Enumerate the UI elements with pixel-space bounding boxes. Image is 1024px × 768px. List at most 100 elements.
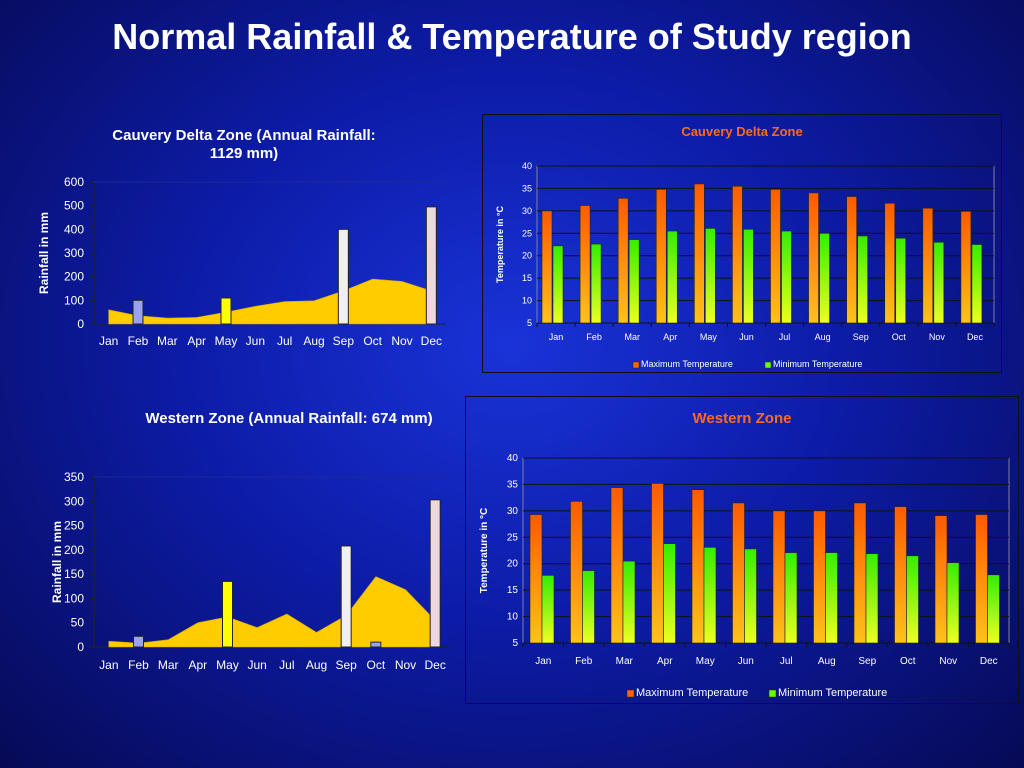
rain-western_rainfall-ytick-350: 350 (64, 470, 84, 484)
rain-cauvery_rainfall-ylabel: Rainfall in mm (37, 212, 51, 294)
rain-western_rainfall-ytick-100: 100 (64, 591, 84, 605)
temp-western_temperature-xlabel-jan: Jan (535, 656, 551, 667)
rain-cauvery_rainfall-xlabel-may: May (215, 334, 238, 348)
temp-western_temperature-bar-maximum-temperature-jul (772, 510, 786, 644)
rain-cauvery_rainfall-bar-dec (425, 206, 437, 325)
rain-cauvery_rainfall-area (108, 278, 432, 325)
temp-western_temperature-ytick-35: 35 (507, 479, 519, 490)
rain-western_rainfall-xlabel-jul: Jul (279, 658, 294, 672)
temp-cauvery_temperature-xlabel-jun: Jun (739, 332, 754, 342)
temp-western_temperature-bar-minimum-temperature-jun (744, 548, 757, 644)
temp-cauvery_temperature-legend-swatch-maximum-temperature (632, 361, 640, 369)
temp-cauvery_temperature-ylabel: Temperature in °C (495, 206, 505, 283)
temp-cauvery_temperature-xlabel-mar: Mar (624, 332, 640, 342)
rain-cauvery_rainfall-ytick-0: 0 (77, 317, 84, 331)
temp-cauvery_temperature-ytick-10: 10 (522, 296, 532, 306)
rain-cauvery_rainfall-ytick-300: 300 (64, 246, 84, 260)
temp-cauvery_temperature-bar-maximum-temperature-nov (922, 207, 934, 324)
temp-western_temperature-bar-maximum-temperature-oct (894, 506, 907, 644)
temp-cauvery_temperature-bar-maximum-temperature-feb (579, 205, 591, 324)
rain-western_rainfall-xlabel-oct: Oct (366, 658, 385, 672)
temp-western_temperature-bar-maximum-temperature-aug (813, 510, 826, 644)
temp-cauvery_temperature-ytick-35: 35 (522, 183, 532, 193)
temp-western_temperature-xlabel-dec: Dec (980, 656, 998, 667)
rain-cauvery_rainfall-xlabel-sep: Sep (333, 334, 355, 348)
rain-cauvery_rainfall-ytick-600: 600 (64, 175, 84, 189)
rain-cauvery_rainfall-xlabel-apr: Apr (187, 334, 206, 348)
temp-cauvery_temperature-bar-minimum-temperature-aug (819, 232, 830, 324)
rain-western_rainfall-xlabel-apr: Apr (188, 658, 207, 672)
temp-cauvery_temperature-xlabel-apr: Apr (663, 332, 677, 342)
rain-western_rainfall-xlabel-mar: Mar (158, 658, 179, 672)
temp-cauvery_temperature-xlabel-dec: Dec (967, 332, 984, 342)
temp-western_temperature-xlabel-mar: Mar (616, 656, 634, 667)
rain-western_rainfall-area (108, 576, 436, 648)
temp-western_temperature-bar-minimum-temperature-oct (906, 555, 919, 644)
temp-western_temperature-xlabel-jul: Jul (780, 656, 793, 667)
temp-cauvery_temperature-xlabel-aug: Aug (815, 332, 831, 342)
temp-cauvery_temperature-bar-maximum-temperature-oct (884, 202, 896, 324)
rain-western_rainfall-xlabel-jan: Jan (99, 658, 118, 672)
rain-western_rainfall-xlabel-nov: Nov (395, 658, 416, 672)
rain-cauvery_rainfall-xlabel-jul: Jul (277, 334, 292, 348)
temp-western_temperature-bar-minimum-temperature-dec (987, 574, 1000, 644)
rain-cauvery_rainfall-ytick-500: 500 (64, 199, 84, 213)
cauvery-rainfall-chart: 0 100 200 300 400 500 600 Jan Feb Mar Apr May Jun Jul… (37, 175, 446, 348)
temp-western_temperature-xlabel-jun: Jun (738, 656, 754, 667)
temp-cauvery_temperature-bar-minimum-temperature-jan (552, 245, 564, 324)
temp-cauvery_temperature-bar-maximum-temperature-jul (770, 189, 781, 324)
temp-western_temperature-bar-maximum-temperature-feb (570, 501, 583, 644)
temp-cauvery_temperature-xlabel-sep: Sep (853, 332, 869, 342)
rain-cauvery_rainfall-bar-feb (132, 299, 144, 325)
rain-western_rainfall-bar-feb (133, 635, 144, 648)
rain-cauvery_rainfall-ytick-100: 100 (64, 293, 84, 307)
rain-cauvery_rainfall-bar-may (220, 297, 232, 325)
rain-cauvery_rainfall-xlabel-jun: Jun (246, 334, 265, 348)
rain-western_rainfall-xlabel-dec: Dec (424, 658, 445, 672)
temp-western_temperature-xlabel-apr: Apr (657, 656, 673, 667)
temp-cauvery_temperature-xlabel-oct: Oct (892, 332, 907, 342)
rain-western_rainfall-bar-dec (429, 499, 441, 648)
cauvery-rainfall-title: Cauvery Delta Zone (Annual Rainfall: 112… (74, 127, 414, 163)
temp-cauvery_temperature-bar-minimum-temperature-oct (895, 237, 907, 324)
rain-western_rainfall-xlabel-aug: Aug (306, 658, 327, 672)
temp-western_temperature-xlabel-feb: Feb (575, 656, 593, 667)
temp-cauvery_temperature-xlabel-feb: Feb (586, 332, 602, 342)
temp-cauvery_temperature-bar-minimum-temperature-jul (781, 230, 792, 324)
temp-cauvery_temperature-bar-minimum-temperature-may (705, 228, 716, 324)
temp-western_temperature-bar-minimum-temperature-jul (784, 552, 798, 644)
temp-cauvery_temperature-bar-minimum-temperature-feb (590, 243, 602, 324)
temp-cauvery_temperature-xlabel-jul: Jul (779, 332, 791, 342)
western-temperature-chart: 5 10 15 20 25 30 35 40 Jan Feb Mar Apr May Jun Jul Aug S… (479, 453, 1010, 699)
temp-western_temperature-bar-minimum-temperature-sep (865, 553, 879, 644)
temp-western_temperature-bar-minimum-temperature-mar (622, 560, 636, 644)
temp-cauvery_temperature-ytick-30: 30 (522, 206, 532, 216)
temp-western_temperature-ytick-25: 25 (507, 532, 519, 543)
temp-cauvery_temperature-ytick-40: 40 (522, 161, 532, 171)
temp-western_temperature-ytick-20: 20 (507, 559, 519, 570)
temp-cauvery_temperature-bar-minimum-temperature-sep (857, 235, 868, 324)
rain-western_rainfall-bar-sep (340, 545, 352, 648)
temp-western_temperature-bar-maximum-temperature-sep (853, 502, 867, 644)
temp-cauvery_temperature-bar-maximum-temperature-aug (808, 192, 819, 324)
temp-cauvery_temperature-bar-minimum-temperature-jun (743, 228, 754, 324)
temp-cauvery_temperature-bar-maximum-temperature-dec (960, 211, 972, 324)
temp-western_temperature-xlabel-may: May (696, 656, 715, 667)
temp-cauvery_temperature-ytick-15: 15 (522, 273, 532, 283)
rain-cauvery_rainfall-ytick-400: 400 (64, 222, 84, 236)
temp-cauvery_temperature-bar-maximum-temperature-mar (617, 197, 629, 324)
temp-cauvery_temperature-xlabel-nov: Nov (929, 332, 946, 342)
temp-western_temperature-bar-maximum-temperature-mar (610, 487, 624, 644)
rain-western_rainfall-bar-oct (370, 641, 382, 648)
rain-cauvery_rainfall-ytick-200: 200 (64, 270, 84, 284)
temp-cauvery_temperature-legend-maximum-temperature: Maximum Temperature (641, 359, 733, 369)
temp-cauvery_temperature-bar-maximum-temperature-jun (732, 185, 743, 324)
temp-cauvery_temperature-legend-minimum-temperature: Minimum Temperature (773, 359, 862, 369)
temp-western_temperature-ytick-15: 15 (507, 585, 519, 596)
rain-western_rainfall-xlabel-jun: Jun (247, 658, 266, 672)
temp-cauvery_temperature-bar-maximum-temperature-may (694, 183, 705, 324)
rain-cauvery_rainfall-xlabel-feb: Feb (128, 334, 149, 348)
cauvery-temperature-chart: 5 10 15 20 25 30 35 40 Jan Feb Mar Apr May Jun Jul Aug S… (495, 161, 995, 369)
western-rainfall-title: Western Zone (Annual Rainfall: 674 mm) (119, 410, 459, 428)
rain-western_rainfall-xlabel-sep: Sep (335, 658, 357, 672)
